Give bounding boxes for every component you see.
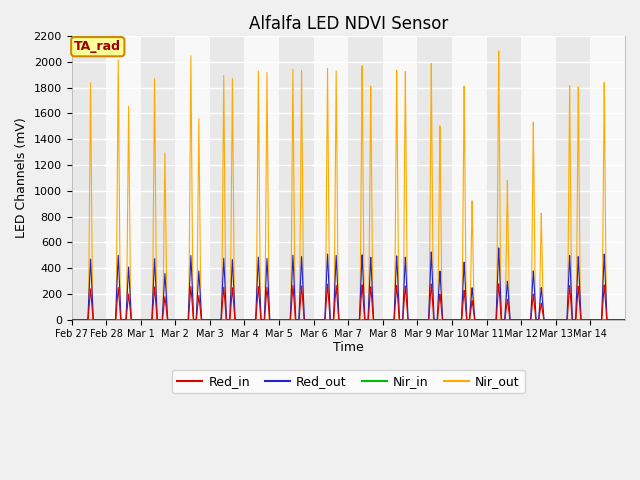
Text: TA_rad: TA_rad (74, 40, 122, 53)
Bar (591, 36, 625, 320)
Bar (141, 36, 175, 320)
Bar (244, 36, 279, 320)
Bar (106, 36, 141, 320)
Bar (452, 36, 486, 320)
Title: Alfalfa LED NDVI Sensor: Alfalfa LED NDVI Sensor (248, 15, 448, 33)
Bar (556, 36, 591, 320)
X-axis label: Time: Time (333, 341, 364, 354)
Bar (486, 36, 521, 320)
Bar (314, 36, 348, 320)
Bar (417, 36, 452, 320)
Legend: Red_in, Red_out, Nir_in, Nir_out: Red_in, Red_out, Nir_in, Nir_out (172, 370, 525, 393)
Bar (521, 36, 556, 320)
Bar (383, 36, 417, 320)
Bar (279, 36, 314, 320)
Bar (348, 36, 383, 320)
Y-axis label: LED Channels (mV): LED Channels (mV) (15, 118, 28, 238)
Bar (210, 36, 244, 320)
Bar (175, 36, 210, 320)
Bar (72, 36, 106, 320)
